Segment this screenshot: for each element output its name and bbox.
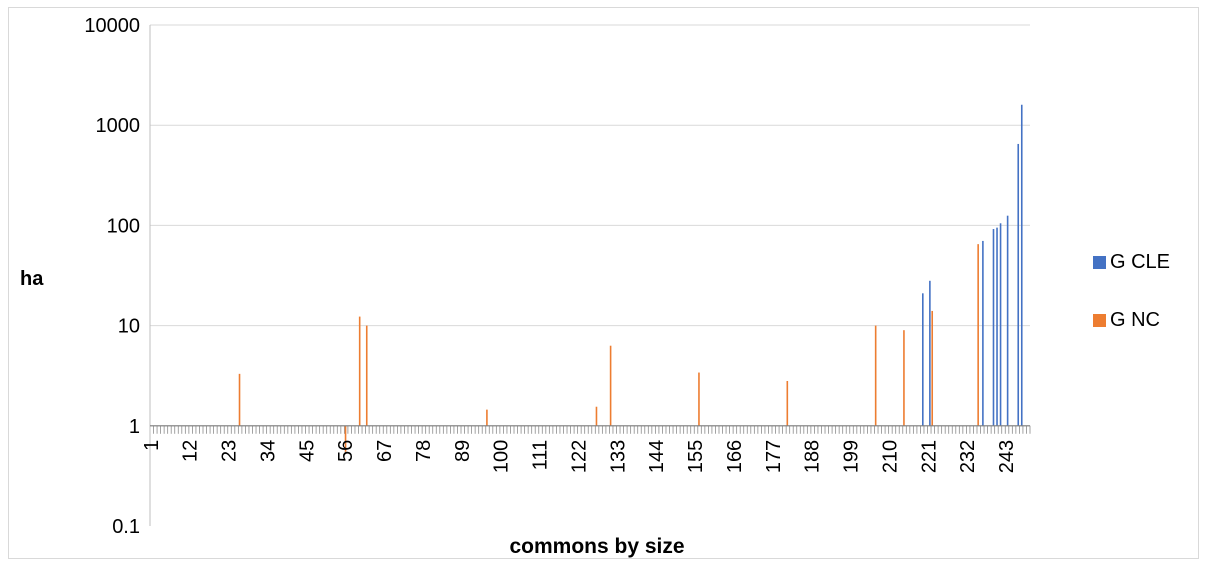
bar-g-nc	[786, 380, 789, 426]
legend: G CLE G NC	[1093, 250, 1171, 368]
x-tick-label: 243	[996, 440, 1018, 473]
bar-g-cle	[992, 229, 995, 426]
x-tick-labels: 1 12 23 34 45 56 67 78 89 100 111 122 133 144 155 166 17…	[141, 440, 1018, 473]
x-tick-label: 199	[841, 440, 863, 473]
legend-label-g-cle: G CLE	[1110, 250, 1171, 273]
x-tick-label: 23	[219, 440, 241, 462]
bar-g-nc	[698, 372, 700, 426]
legend-item-g-cle: G CLE	[1093, 250, 1171, 273]
x-axis-ticks	[149, 425, 1031, 434]
x-tick-label: 177	[763, 440, 785, 473]
x-tick-label: 232	[957, 440, 979, 473]
y-tick-labels: 0.1 1 10 100 1000 10000	[84, 15, 140, 538]
y-tick-label: 100	[107, 215, 140, 237]
bar-g-nc	[595, 406, 598, 426]
bar-g-nc	[486, 409, 488, 426]
x-tick-label: 188	[802, 440, 824, 473]
bar-g-nc	[977, 244, 979, 426]
x-tick-label: 56	[335, 440, 357, 462]
bars	[238, 104, 1023, 452]
bar-g-nc	[874, 325, 877, 426]
bar-g-cle	[929, 280, 931, 426]
legend-swatch-g-nc	[1093, 313, 1106, 327]
x-tick-label: 67	[374, 440, 396, 462]
y-tick-label: 10	[118, 316, 140, 338]
bar-g-nc	[903, 330, 905, 426]
bar-g-cle	[982, 240, 984, 426]
x-tick-label: 34	[257, 440, 279, 462]
x-tick-label: 12	[180, 440, 202, 462]
x-axis-label: commons by size	[509, 535, 684, 558]
x-tick-label: 1	[141, 440, 163, 451]
x-tick-label: 133	[607, 440, 629, 473]
bar-g-cle	[922, 293, 924, 426]
x-tick-label: 210	[879, 440, 901, 473]
bar-g-nc	[931, 310, 934, 426]
bar-g-cle	[999, 223, 1002, 426]
bar-g-cle	[996, 227, 998, 426]
x-tick-label: 122	[568, 440, 590, 473]
x-tick-label: 144	[646, 440, 668, 473]
gridlines	[150, 24, 1030, 427]
bar-g-nc	[238, 373, 241, 426]
bar-g-cle	[1006, 215, 1009, 426]
x-tick-label: 89	[452, 440, 474, 462]
y-axis-label: ha	[20, 268, 44, 290]
bar-g-nc	[344, 425, 347, 452]
legend-swatch-g-cle	[1093, 255, 1106, 269]
y-tick-label: 1000	[96, 115, 141, 137]
legend-label-g-nc: G NC	[1110, 308, 1160, 331]
x-tick-label: 221	[918, 440, 940, 473]
y-tick-label: 0.1	[112, 516, 140, 538]
y-tick-label: 10000	[84, 15, 140, 37]
x-tick-label: 166	[724, 440, 746, 473]
x-tick-label: 111	[530, 440, 552, 470]
y-tick-label: 1	[129, 416, 140, 438]
bar-g-cle	[1020, 104, 1023, 426]
axes	[149, 25, 1030, 526]
bar-g-nc	[358, 316, 361, 426]
x-tick-label: 100	[491, 440, 513, 473]
bar-g-nc	[609, 345, 612, 426]
bar-g-nc	[365, 325, 368, 426]
legend-item-g-nc: G NC	[1093, 308, 1170, 331]
x-tick-label: 45	[296, 440, 318, 462]
bar-g-cle	[1017, 143, 1020, 426]
x-tick-label: 155	[685, 440, 707, 473]
x-tick-label: 78	[413, 440, 435, 462]
